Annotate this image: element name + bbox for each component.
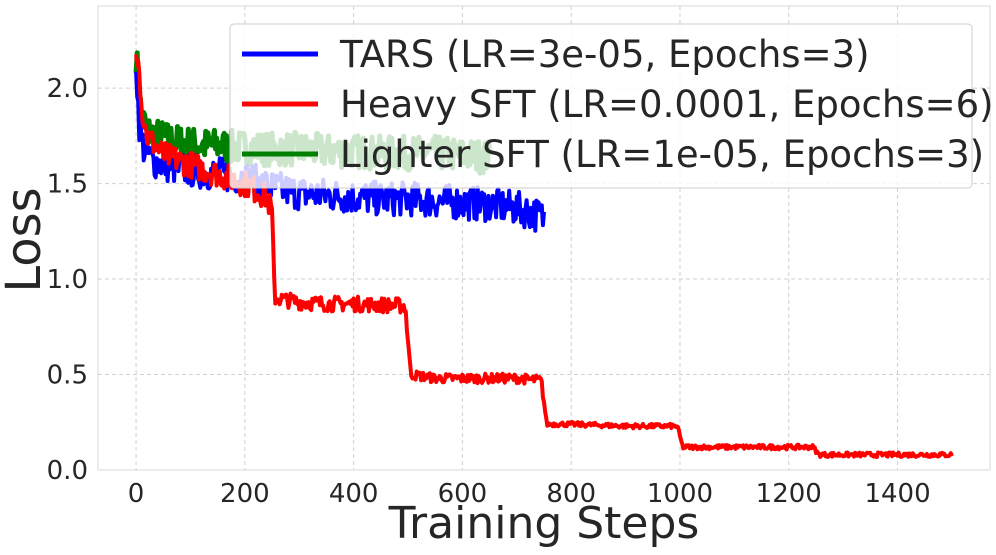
x-tick-label: 1400 <box>864 479 930 509</box>
x-tick-label: 400 <box>329 479 379 509</box>
legend: TARS (LR=3e-05, Epochs=3) Heavy SFT (LR=0… <box>229 23 994 189</box>
y-tick-label: 0.5 <box>47 361 88 391</box>
x-tick-label: 200 <box>220 479 270 509</box>
legend-label: TARS (LR=3e-05, Epochs=3) <box>339 33 870 76</box>
y-axis-label: Loss <box>0 187 52 292</box>
legend-label: Lighter SFT (LR=1e-05, Epochs=3) <box>340 133 984 176</box>
x-tick-labels: 0 200 400 600 800 1000 1200 1400 <box>128 479 931 509</box>
series-line-heavy <box>134 54 954 459</box>
y-tick-labels: 0.0 0.5 1.0 1.5 2.0 <box>47 74 88 486</box>
x-tick-label: 800 <box>546 479 596 509</box>
plot-frame <box>97 5 991 471</box>
x-tick-label: 600 <box>438 479 488 509</box>
x-tick-label: 1000 <box>647 479 713 509</box>
y-tick-label: 1.5 <box>47 170 88 200</box>
y-tick-label: 0.0 <box>47 456 88 486</box>
x-tick-label: 1200 <box>756 479 822 509</box>
y-tick-label: 1.0 <box>47 265 88 295</box>
legend-label: Heavy SFT (LR=0.0001, Epochs=6) <box>340 83 994 126</box>
y-tick-label: 2.0 <box>47 74 88 104</box>
x-tick-label: 0 <box>128 479 145 509</box>
legend-box <box>229 23 973 189</box>
x-axis-label: Training Steps <box>388 498 700 549</box>
